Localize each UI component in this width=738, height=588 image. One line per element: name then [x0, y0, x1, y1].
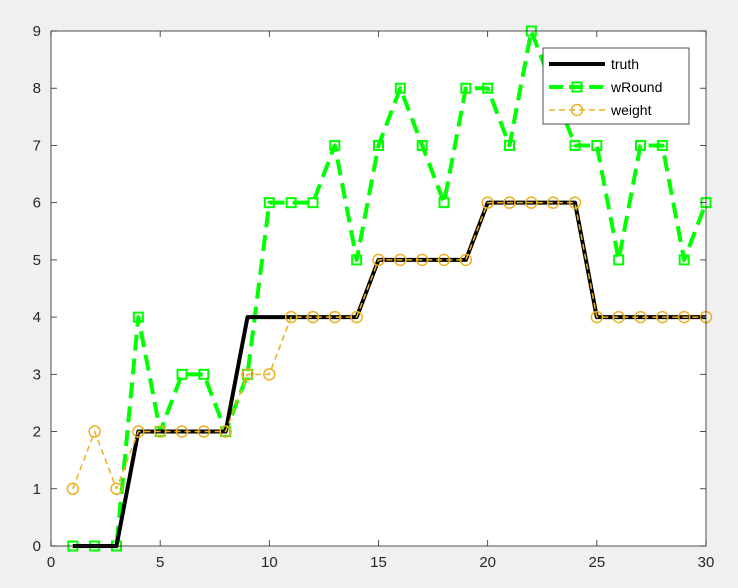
x-tick-label: 15 [370, 554, 387, 571]
x-tick-label: 10 [261, 554, 278, 571]
legend-item-truth[interactable]: truth [549, 56, 639, 72]
legend[interactable]: truth wRound weight [542, 47, 690, 125]
data-point-weight [590, 310, 604, 324]
data-point-wRound [394, 82, 406, 94]
data-point-weight [459, 253, 473, 267]
data-point-wRound [504, 139, 515, 151]
data-point-weight [612, 310, 625, 324]
data-point-wRound [242, 368, 253, 380]
y-tick-label: 8 [33, 80, 41, 97]
data-point-wRound [351, 254, 363, 266]
data-point-weight [306, 310, 320, 324]
data-point-weight [132, 425, 145, 438]
y-tick-label: 9 [33, 23, 41, 40]
data-point-weight [372, 253, 385, 267]
data-point-weight [481, 196, 494, 209]
data-point-weight [656, 310, 669, 324]
data-point-wRound [176, 368, 188, 380]
data-point-wRound [263, 197, 275, 209]
data-point-weight [525, 196, 538, 209]
data-point-weight [175, 425, 189, 438]
data-point-wRound [569, 139, 581, 151]
data-point-weight [634, 310, 647, 324]
data-point-wRound [678, 254, 690, 266]
series-line-weight [72, 201, 706, 490]
data-point-weight [88, 425, 101, 438]
data-point-weight [66, 482, 80, 496]
x-tick-label: 30 [698, 554, 715, 571]
legend-marker-weight [570, 103, 584, 117]
x-tick-label: 0 [47, 554, 55, 571]
y-tick-label: 2 [33, 424, 41, 441]
data-point-weight [241, 368, 254, 381]
data-point-wRound [373, 139, 384, 151]
data-point-wRound [613, 254, 625, 266]
legend-box [542, 47, 690, 125]
data-point-weight [415, 253, 429, 267]
legend-label-truth: truth [611, 56, 639, 72]
data-point-wRound [307, 197, 319, 209]
x-tick-label: 25 [588, 554, 605, 571]
data-point-weight [546, 196, 560, 209]
legend-label-wRound: wRound [610, 79, 662, 95]
data-point-weight [677, 310, 691, 324]
x-tick-label: 5 [156, 554, 164, 571]
data-point-weight [263, 368, 276, 381]
data-point-weight [503, 196, 516, 209]
data-point-wRound [285, 197, 297, 209]
y-tick-label: 6 [33, 195, 41, 212]
series-line-wRound [72, 29, 708, 548]
y-tick-label: 0 [33, 538, 41, 555]
y-tick-label: 3 [33, 366, 41, 383]
data-point-wRound [656, 139, 668, 151]
ticks-layer: 0 5 10 15 20 25 30 0 1 2 3 4 5 6 7 8 9 [33, 23, 715, 571]
y-tick-label: 4 [33, 309, 41, 326]
legend-label-weight: weight [610, 102, 652, 118]
data-point-wRound [591, 139, 603, 151]
data-point-weight [568, 196, 582, 209]
data-point-wRound [635, 139, 646, 151]
x-tick-label: 20 [479, 554, 496, 571]
data-point-weight [350, 310, 363, 324]
data-point-wRound [416, 139, 428, 151]
data-point-weight [197, 425, 211, 438]
data-point-weight [328, 310, 342, 324]
legend-item-wRound[interactable]: wRound [549, 79, 662, 95]
legend-item-weight[interactable]: weight [549, 102, 652, 118]
y-tick-label: 1 [33, 481, 41, 498]
y-tick-label: 5 [33, 252, 41, 269]
data-point-wRound [460, 82, 472, 94]
data-point-weight [153, 425, 167, 438]
data-point-weight [110, 482, 123, 496]
series-layer [66, 25, 713, 552]
data-point-wRound [132, 311, 144, 323]
data-point-weight [284, 310, 298, 324]
legend-marker-wRound [571, 81, 583, 93]
data-point-weight [219, 425, 232, 438]
data-point-wRound [438, 197, 450, 209]
data-point-wRound [482, 82, 494, 94]
data-point-weight [437, 253, 451, 267]
data-point-wRound [198, 368, 210, 380]
y-tick-label: 7 [33, 137, 41, 154]
data-point-wRound [329, 139, 341, 151]
data-point-weight [394, 253, 407, 267]
